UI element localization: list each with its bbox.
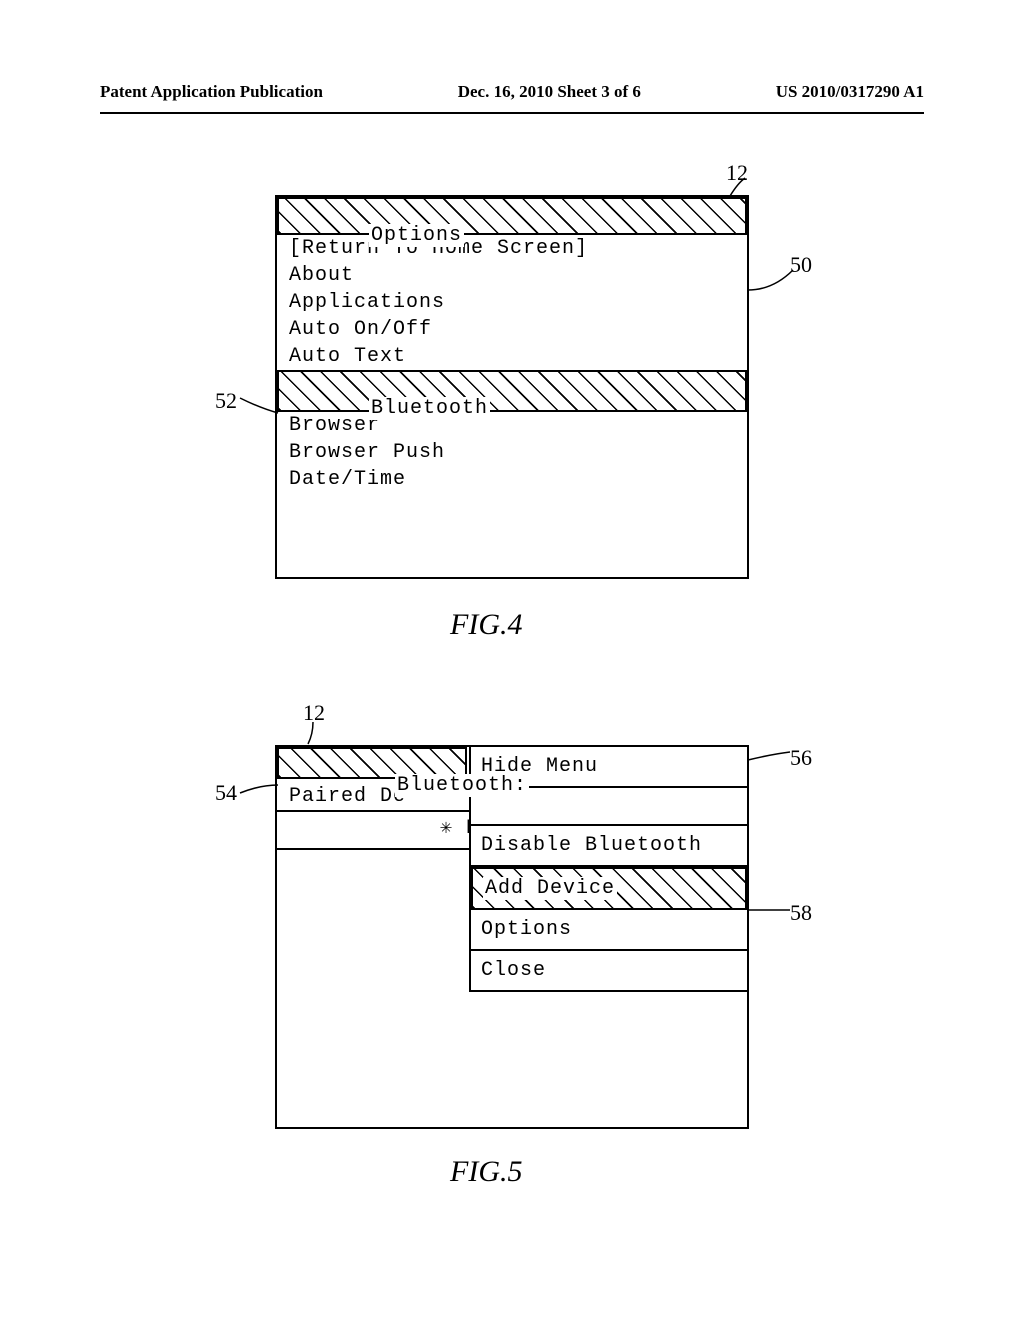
fig4-titlebar: Options <box>277 197 747 235</box>
fig5-divider2 <box>277 848 471 850</box>
fig5-menu-options[interactable]: Options <box>471 910 747 951</box>
fig4-item-auto-text[interactable]: Auto Text <box>277 343 747 370</box>
header-left: Patent Application Publication <box>100 82 323 102</box>
header-right: US 2010/0317290 A1 <box>776 82 924 102</box>
fig4-ref-52: 52 <box>215 388 237 414</box>
fig4-item-about[interactable]: About <box>277 262 747 289</box>
fig5-menu-disable-bt[interactable]: Disable Bluetooth <box>471 826 747 867</box>
fig4-caption: FIG.4 <box>450 608 522 642</box>
fig4-lead-50 <box>748 265 798 295</box>
fig5-menu-add-device-text: Add Device <box>483 877 617 900</box>
page-header: Patent Application Publication Dec. 16, … <box>0 82 1024 102</box>
fig5-lead-54 <box>240 785 280 800</box>
fig4-title-text: Options <box>369 224 464 247</box>
fig4-item-applications[interactable]: Applications <box>277 289 747 316</box>
fig5-ref-54: 54 <box>215 780 237 806</box>
fig4-item-auto-onoff[interactable]: Auto On/Off <box>277 316 747 343</box>
fig5-ref-56: 56 <box>790 745 812 771</box>
fig5-container: Bluetooth: Paired De ✳ E Hide Menu Disab… <box>275 745 745 1129</box>
fig5-caption: FIG.5 <box>450 1155 522 1189</box>
fig5-lead-12 <box>308 722 328 747</box>
fig5-titlebar: Bluetooth: <box>277 747 467 779</box>
fig4-lead-52 <box>240 398 280 418</box>
fig4-lead-12 <box>730 178 760 198</box>
fig5-lead-58 <box>748 905 793 917</box>
fig5-lead-56 <box>748 752 793 764</box>
fig4-container: Options [Return To Home Screen] About Ap… <box>275 195 745 579</box>
header-center: Dec. 16, 2010 Sheet 3 of 6 <box>458 82 641 102</box>
header-rule <box>100 112 924 114</box>
fig4-item-bluetooth-selected[interactable]: Bluetooth <box>277 370 747 412</box>
fig5-menu-close[interactable]: Close <box>471 951 747 990</box>
fig5-ref-58: 58 <box>790 900 812 926</box>
fig5-title-text: Bluetooth: <box>395 774 529 797</box>
fig5-menu-add-device-selected[interactable]: Add Device <box>471 867 747 910</box>
fig4-item-datetime[interactable]: Date/Time <box>277 466 747 493</box>
fig4-selected-text: Bluetooth <box>369 397 490 420</box>
fig4-item-browser-push[interactable]: Browser Push <box>277 439 747 466</box>
fig4-screen: Options [Return To Home Screen] About Ap… <box>275 195 749 579</box>
